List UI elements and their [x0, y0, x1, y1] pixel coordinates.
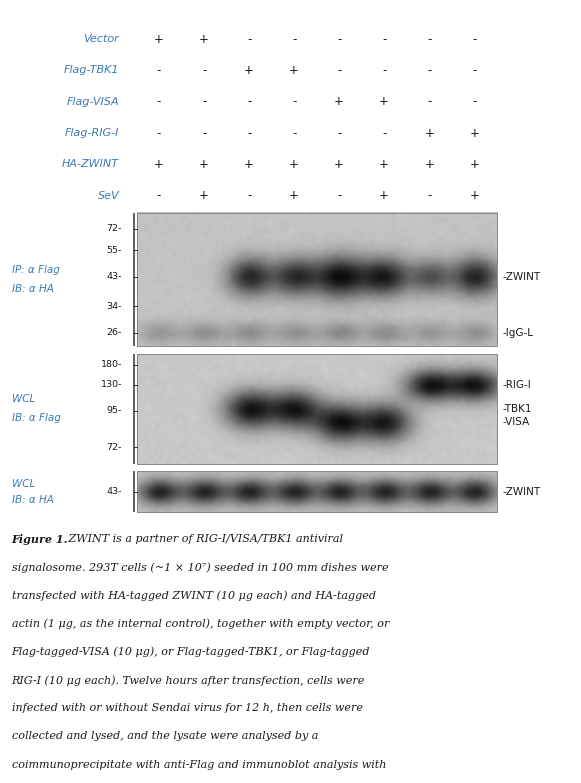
Text: 95-: 95-: [107, 406, 122, 416]
Text: +: +: [379, 96, 389, 108]
Text: -TBK1: -TBK1: [503, 404, 532, 413]
Text: 72-: 72-: [107, 442, 122, 452]
Text: -: -: [247, 33, 252, 45]
Text: ZWINT is a partner of RIG-I/VISA/TBK1 antiviral: ZWINT is a partner of RIG-I/VISA/TBK1 an…: [65, 534, 343, 544]
Text: -: -: [247, 127, 252, 139]
Text: 130-: 130-: [101, 380, 122, 389]
Text: +: +: [424, 127, 434, 139]
Text: -: -: [337, 64, 342, 77]
Text: 55-: 55-: [107, 246, 122, 254]
Text: RIG-I (10 μg each). Twelve hours after transfection, cells were: RIG-I (10 μg each). Twelve hours after t…: [12, 675, 365, 685]
Text: +: +: [379, 189, 389, 202]
Text: WCL: WCL: [12, 479, 35, 489]
Text: SeV: SeV: [98, 191, 119, 200]
Text: +: +: [199, 158, 209, 171]
Text: -: -: [292, 127, 296, 139]
Text: +: +: [379, 158, 389, 171]
Text: coimmunoprecipitate with anti-Flag and immunoblot analysis with: coimmunoprecipitate with anti-Flag and i…: [12, 760, 386, 770]
Text: infected with or without Sendai virus for 12 h, then cells were: infected with or without Sendai virus fo…: [12, 703, 363, 713]
Text: -VISA: -VISA: [503, 417, 530, 427]
Text: -: -: [427, 33, 432, 45]
Text: 43-: 43-: [106, 487, 122, 496]
Text: Flag-tagged-VISA (10 μg), or Flag-tagged-TBK1, or Flag-tagged: Flag-tagged-VISA (10 μg), or Flag-tagged…: [12, 647, 370, 657]
Text: -: -: [337, 127, 342, 139]
Text: 43-: 43-: [106, 272, 122, 281]
Text: -IgG-L: -IgG-L: [503, 328, 533, 337]
Text: Figure 1.: Figure 1.: [12, 534, 68, 545]
Text: -RIG-I: -RIG-I: [503, 380, 531, 390]
Text: signalosome. 293T cells (~1 × 10⁷) seeded in 100 mm dishes were: signalosome. 293T cells (~1 × 10⁷) seede…: [12, 562, 388, 572]
Text: -: -: [427, 189, 432, 202]
Text: +: +: [244, 158, 254, 171]
Text: -ZWINT: -ZWINT: [503, 487, 541, 496]
Text: Flag-TBK1: Flag-TBK1: [63, 66, 119, 75]
Text: -: -: [202, 64, 206, 77]
Text: +: +: [199, 189, 209, 202]
Text: Flag-VISA: Flag-VISA: [66, 97, 119, 106]
Text: -: -: [292, 96, 296, 108]
Text: +: +: [289, 64, 299, 77]
Text: -ZWINT: -ZWINT: [503, 272, 541, 282]
Text: transfected with HA-tagged ZWINT (10 μg each) and HA-tagged: transfected with HA-tagged ZWINT (10 μg …: [12, 590, 376, 601]
Text: -: -: [427, 96, 432, 108]
Text: -: -: [157, 189, 162, 202]
Text: -: -: [472, 33, 476, 45]
Text: +: +: [469, 127, 479, 139]
Text: -: -: [157, 64, 162, 77]
Bar: [137, 471, 497, 512]
Text: +: +: [289, 158, 299, 171]
Text: WCL: WCL: [12, 395, 35, 404]
Text: -: -: [202, 127, 206, 139]
Text: 26-: 26-: [107, 328, 122, 337]
Text: actin (1 μg, as the internal control), together with empty vector, or: actin (1 μg, as the internal control), t…: [12, 619, 389, 629]
Text: -: -: [292, 33, 296, 45]
Text: -: -: [427, 64, 432, 77]
Text: +: +: [289, 189, 299, 202]
Text: -: -: [472, 96, 476, 108]
Bar: [137, 354, 497, 464]
Bar: [137, 213, 497, 346]
Text: -: -: [247, 96, 252, 108]
Text: Vector: Vector: [83, 34, 119, 44]
Text: -: -: [382, 33, 386, 45]
Text: collected and lysed, and the lysate were analysed by a: collected and lysed, and the lysate were…: [12, 731, 318, 742]
Text: +: +: [469, 158, 479, 171]
Text: -: -: [382, 127, 386, 139]
Text: -: -: [157, 127, 162, 139]
Text: 180-: 180-: [101, 360, 122, 370]
Text: IP: α Flag: IP: α Flag: [12, 265, 59, 275]
Text: -: -: [337, 33, 342, 45]
Text: +: +: [334, 96, 344, 108]
Text: -: -: [382, 64, 386, 77]
Text: IB: α HA: IB: α HA: [12, 495, 53, 504]
Text: +: +: [199, 33, 209, 45]
Text: +: +: [154, 158, 164, 171]
Text: -: -: [202, 96, 206, 108]
Text: IB: α HA: IB: α HA: [12, 284, 53, 294]
Text: HA-ZWINT: HA-ZWINT: [62, 160, 119, 169]
Text: +: +: [469, 189, 479, 202]
Text: -: -: [472, 64, 476, 77]
Text: +: +: [334, 158, 344, 171]
Text: +: +: [154, 33, 164, 45]
Text: -: -: [337, 189, 342, 202]
Text: 72-: 72-: [107, 225, 122, 233]
Text: +: +: [424, 158, 434, 171]
Text: -: -: [157, 96, 162, 108]
Text: +: +: [244, 64, 254, 77]
Text: -: -: [247, 189, 252, 202]
Text: 34-: 34-: [106, 301, 122, 311]
Text: IB: α Flag: IB: α Flag: [12, 413, 60, 423]
Text: Flag-RIG-I: Flag-RIG-I: [64, 128, 119, 138]
